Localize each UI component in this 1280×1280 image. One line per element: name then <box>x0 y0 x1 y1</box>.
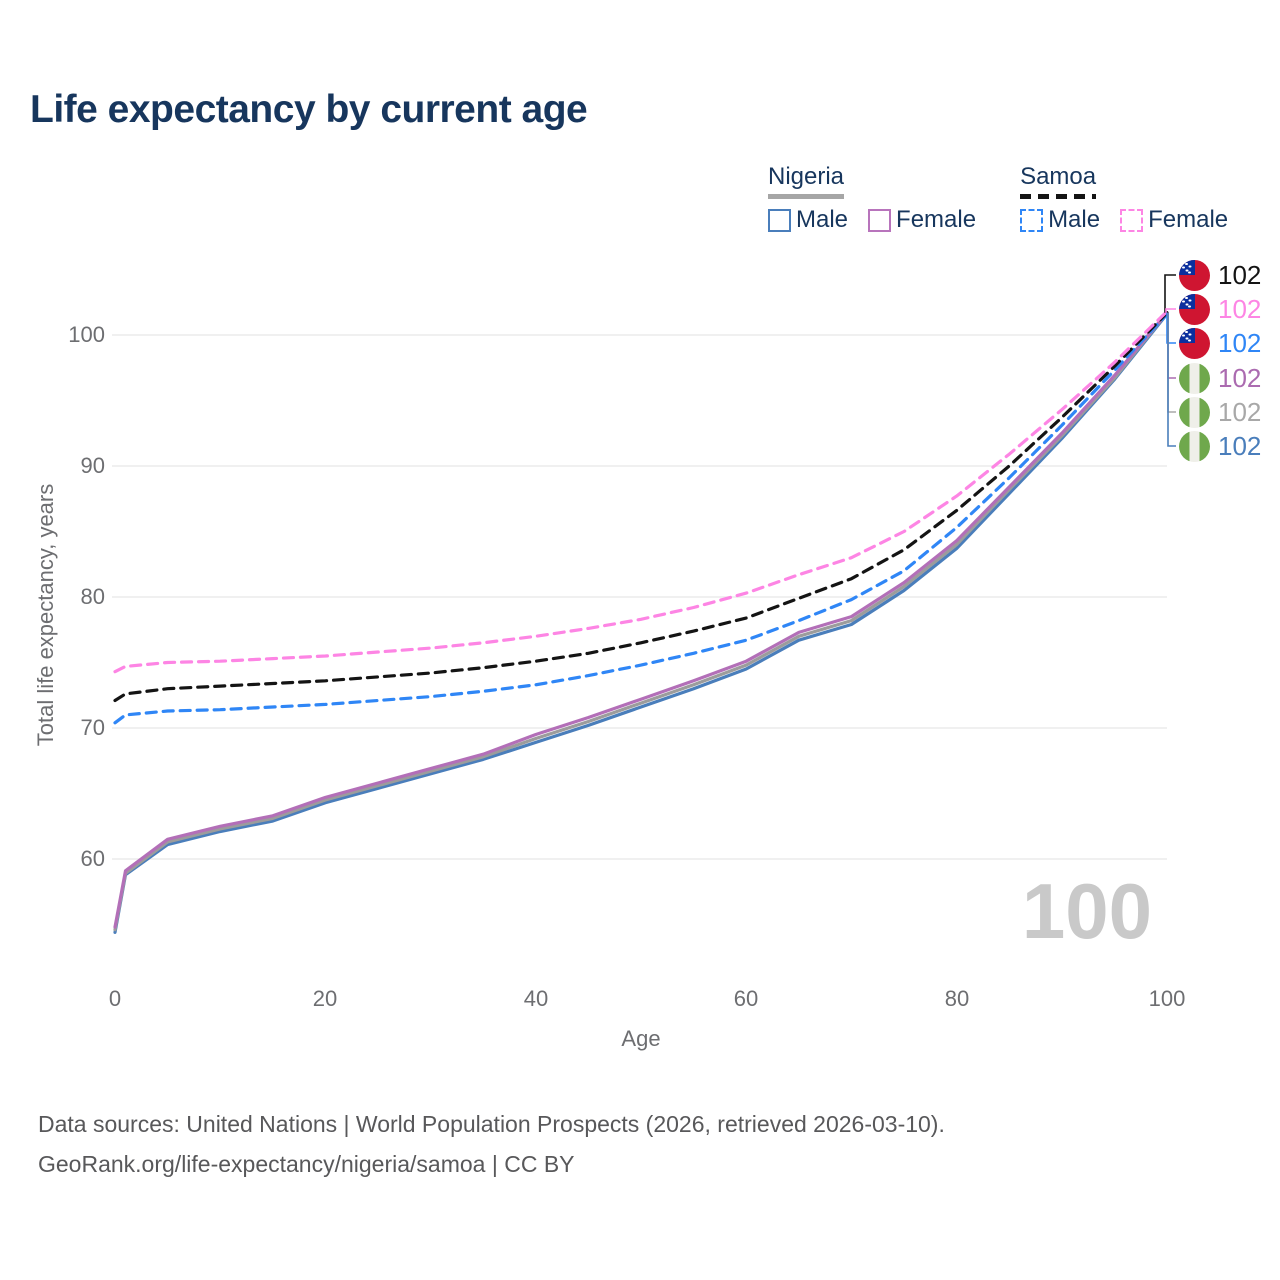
line-nigeria-female[interactable] <box>113 311 1169 929</box>
legend-item-samoa-female[interactable]: Female <box>1120 206 1228 234</box>
line-samoa-female[interactable] <box>113 309 1169 674</box>
nigeria-female-line-swatch <box>868 208 892 232</box>
legend-group-nigeria: Nigeria Male Female <box>768 163 976 234</box>
x-tick-label: 80 <box>944 986 970 1011</box>
footer-data-sources: Data sources: United Nations | World Pop… <box>38 1111 945 1137</box>
x-axis-title: Age <box>621 1026 661 1051</box>
legend-country-label: Samoa <box>1020 163 1097 190</box>
x-tick-label: 100 <box>1148 986 1186 1011</box>
x-tick-label: 40 <box>523 986 549 1011</box>
end-label-connector <box>1165 308 1176 313</box>
x-tick-label: 60 <box>733 986 759 1011</box>
end-label-connector <box>1167 312 1176 413</box>
legend-group-samoa: Samoa Male Female <box>1020 163 1228 234</box>
legend-item-nigeria-male[interactable]: Male <box>768 206 848 234</box>
nigeria-total-line-swatch <box>768 194 845 199</box>
nigeria-male-line-swatch <box>768 208 791 232</box>
y-tick-label: 100 <box>68 322 105 347</box>
line-samoa-male[interactable] <box>113 312 1169 725</box>
legend-item-nigeria-female[interactable]: Female <box>868 206 976 234</box>
end-label-connector <box>1167 312 1176 379</box>
footer-attribution: GeoRank.org/life-expectancy/nigeria/samo… <box>38 1151 575 1177</box>
line-samoa-total[interactable] <box>113 311 1169 703</box>
samoa-total-line-swatch <box>1020 194 1097 199</box>
page-title: Life expectancy by current age <box>30 88 588 131</box>
footer: Data sources: United Nations | World Pop… <box>38 1104 945 1184</box>
legend-item-label: Male <box>1048 206 1101 233</box>
end-label-connector <box>1167 312 1176 447</box>
line-nigeria-total[interactable] <box>113 311 1169 932</box>
x-tick-label: 0 <box>108 986 122 1011</box>
y-tick-label: 60 <box>80 846 105 871</box>
y-tick-label: 70 <box>80 715 105 740</box>
legend-item-label: Male <box>796 206 849 233</box>
x-tick-label: 20 <box>312 986 338 1011</box>
legend-country-samoa[interactable]: Samoa <box>1020 163 1097 199</box>
y-tick-label: 90 <box>80 453 105 478</box>
samoa-male-line-swatch <box>1020 208 1044 232</box>
samoa-female-line-swatch <box>1120 208 1144 232</box>
legend-item-samoa-male[interactable]: Male <box>1020 206 1100 234</box>
end-label-connector <box>1166 312 1176 344</box>
chart-legend: Nigeria Male Female Samoa Male <box>768 163 1228 234</box>
y-axis-title: Total life expectancy, years <box>33 483 58 747</box>
legend-item-label: Female <box>896 206 977 233</box>
y-tick-label: 80 <box>80 584 105 609</box>
end-label-connector <box>1164 274 1176 313</box>
line-nigeria-male[interactable] <box>113 312 1169 935</box>
legend-item-label: Female <box>1148 206 1229 233</box>
watermark-age-counter: 100 <box>1021 867 1152 955</box>
legend-country-label: Nigeria <box>768 163 845 190</box>
legend-country-nigeria[interactable]: Nigeria <box>768 163 845 199</box>
